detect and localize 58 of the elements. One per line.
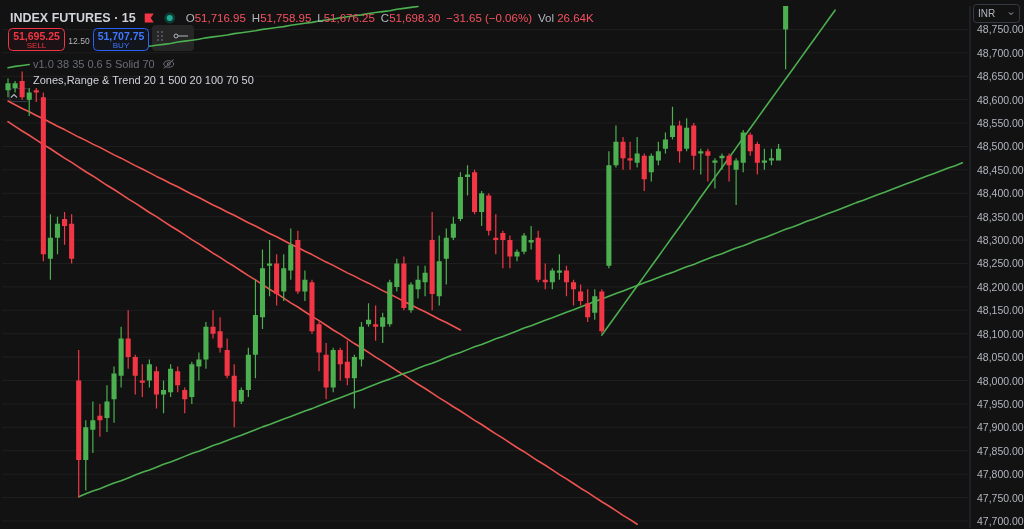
annotation: BUY <box>112 41 130 50</box>
annotation: −31.65 (−0.06%) <box>446 12 533 24</box>
y-tick-label: 48,650.00 <box>977 70 1024 83</box>
annotation: H51,758.95 <box>251 12 312 24</box>
y-tick-label: 48,600.00 <box>977 93 1024 106</box>
y-tick-label: 48,700.00 <box>977 46 1024 59</box>
candlestick <box>507 235 513 269</box>
candlestick <box>33 87 39 102</box>
annotation: Zones,Range & Trend 20 1 500 20 100 70 50 <box>33 74 254 86</box>
y-tick-label: 47,750.00 <box>977 491 1024 504</box>
annotation: SELL <box>26 41 47 50</box>
y-tick-label: 47,900.00 <box>977 421 1024 434</box>
candlestick <box>719 153 725 170</box>
y-tick-label: 48,500.00 <box>977 140 1024 153</box>
candlestick <box>12 80 18 93</box>
candlestick <box>726 153 732 182</box>
y-tick-label: 48,350.00 <box>977 210 1024 223</box>
candlestick <box>97 403 103 437</box>
y-tick-label: 48,450.00 <box>977 163 1024 176</box>
annotation: Vol 26.64K <box>537 12 594 24</box>
candlestick <box>514 249 520 262</box>
chart-title: INDEX FUTURES · 15 <box>10 11 136 25</box>
y-tick-label: 48,750.00 <box>977 23 1024 36</box>
candlestick <box>309 279 315 334</box>
candlestick <box>620 137 626 170</box>
y-tick-label: 47,850.00 <box>977 444 1024 457</box>
annotation: 12.50 <box>68 36 90 46</box>
line-series <box>7 120 638 526</box>
candlestick <box>627 141 633 170</box>
candlestick <box>316 322 322 372</box>
y-tick-label: 48,250.00 <box>977 257 1024 270</box>
y-tick-label: 48,200.00 <box>977 280 1024 293</box>
y-tick-label: 48,150.00 <box>977 304 1024 317</box>
text: INR <box>978 8 996 19</box>
y-tick-label: 47,800.00 <box>977 468 1024 481</box>
candlestick <box>613 125 619 168</box>
candlestick <box>217 317 223 353</box>
annotation: O51,716.95 <box>185 12 246 24</box>
y-tick-label: 48,400.00 <box>977 187 1024 200</box>
y-tick-label: 48,050.00 <box>977 351 1024 364</box>
candlestick <box>415 265 421 299</box>
y-tick-label: 48,000.00 <box>977 374 1024 387</box>
annotation: 51,707.75 <box>97 30 145 42</box>
annotation: 51,695.25 <box>13 30 61 42</box>
candlestick <box>712 158 718 189</box>
annotation: C51,698.30 <box>380 12 441 24</box>
y-tick-label: 47,950.00 <box>977 397 1024 410</box>
candlestick <box>5 78 11 98</box>
candlestick <box>210 310 216 339</box>
candlestick <box>422 265 428 297</box>
y-tick-label: 48,100.00 <box>977 327 1024 340</box>
y-tick-label: 48,550.00 <box>977 117 1024 130</box>
y-tick-label: 48,300.00 <box>977 234 1024 247</box>
annotation: v1.0 38 35 0.6 5 Solid 70 <box>33 58 155 70</box>
candlestick <box>104 385 110 433</box>
y-tick-label: 47,700.00 <box>977 514 1024 527</box>
candlestick <box>302 270 308 301</box>
candlestick <box>111 366 117 423</box>
